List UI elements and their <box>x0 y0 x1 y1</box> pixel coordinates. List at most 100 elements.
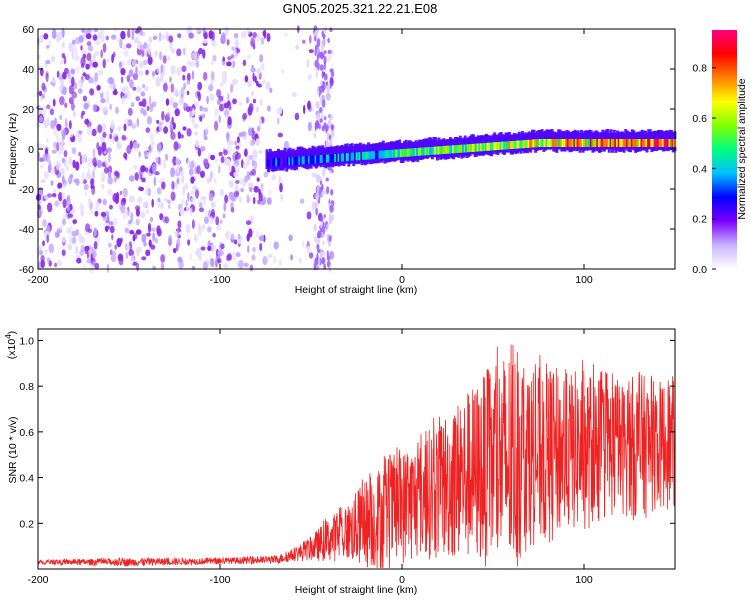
noise-cell <box>314 48 317 57</box>
noise-cell <box>86 28 92 34</box>
noise-cell <box>62 175 65 185</box>
noise-cell <box>226 131 230 142</box>
ridge-core <box>288 157 292 166</box>
ridge-core <box>591 139 595 147</box>
ridge-core <box>298 156 302 165</box>
noise-cell <box>330 130 335 138</box>
noise-cell <box>64 102 68 109</box>
noise-cell <box>251 127 255 133</box>
ridge-core <box>553 139 557 147</box>
ridge-core <box>629 139 633 147</box>
noise-cell <box>92 34 98 41</box>
noise-cell <box>97 69 104 76</box>
noise-cell <box>314 235 317 243</box>
noise-cell <box>93 241 98 250</box>
noise-cell <box>215 216 220 226</box>
noise-cell <box>327 37 330 44</box>
ridge-core <box>624 139 628 147</box>
noise-cell <box>211 208 216 218</box>
noise-cell <box>329 250 335 260</box>
noise-cell <box>114 177 117 183</box>
noise-cell <box>187 191 190 202</box>
noise-cell <box>59 96 65 106</box>
noise-cell <box>207 226 212 233</box>
noise-cell <box>54 231 60 239</box>
ridge-core <box>565 139 569 147</box>
noise-cell <box>105 58 110 63</box>
noise-cell <box>77 88 83 94</box>
ridge-core <box>532 139 536 148</box>
ridge-core <box>306 156 310 164</box>
noise-cell <box>228 163 232 173</box>
noise-cell <box>50 119 56 130</box>
ridge-core <box>655 139 659 147</box>
noise-cell <box>96 84 101 91</box>
noise-cell <box>234 163 238 171</box>
noise-cell <box>41 82 46 91</box>
ridge-core <box>586 139 590 147</box>
noise-cell <box>219 188 224 197</box>
ridge-core <box>525 139 529 148</box>
noise-cell <box>110 120 115 129</box>
noise-cell <box>94 210 99 217</box>
noise-cell <box>104 158 109 166</box>
noise-cell <box>290 254 293 261</box>
noise-cell <box>247 80 252 88</box>
ridge-core <box>668 139 672 147</box>
noise-cell <box>273 241 279 250</box>
noise-cell <box>148 95 152 106</box>
noise-cell <box>317 248 321 253</box>
noise-cell <box>268 189 272 196</box>
noise-cell <box>273 255 277 265</box>
snr-y-tick-label: 0.4 <box>19 473 34 485</box>
spectrogram-y-tick-label: 0 <box>28 144 34 156</box>
ridge-core <box>648 139 652 147</box>
noise-cell <box>48 160 52 170</box>
ridge-core <box>340 153 344 162</box>
noise-cell <box>68 76 72 84</box>
noise-cell <box>71 76 75 87</box>
snr-y-tick-label: 0.6 <box>19 427 34 439</box>
noise-cell <box>281 69 284 74</box>
noise-cell <box>61 191 66 200</box>
noise-cell <box>54 200 59 207</box>
spectrogram-x-axis-title: Height of straight line (km) <box>295 284 418 296</box>
noise-cell <box>94 72 99 83</box>
noise-cell <box>194 131 199 136</box>
noise-cell <box>193 123 199 129</box>
noise-cell <box>328 135 332 140</box>
noise-cell <box>132 73 139 81</box>
ridge-core <box>280 157 284 166</box>
spectrogram-x-tick-label: 100 <box>575 274 593 286</box>
noise-cell <box>224 26 229 35</box>
ridge-core <box>555 139 559 147</box>
noise-cell <box>243 262 249 268</box>
noise-cell <box>127 29 131 39</box>
ridge-core <box>434 146 438 155</box>
noise-cell <box>147 56 153 65</box>
noise-cell <box>181 65 187 73</box>
noise-cell <box>232 79 238 84</box>
spectrogram-y-tick-label: -40 <box>19 224 34 236</box>
noise-cell <box>129 230 135 235</box>
noise-cell <box>190 197 196 203</box>
ridge-core <box>619 139 623 147</box>
noise-cell <box>106 189 113 196</box>
noise-cell <box>69 174 74 179</box>
noise-cell <box>252 149 258 160</box>
colorbar-tick-label: 0.2 <box>692 214 707 226</box>
noise-cell <box>252 72 255 82</box>
noise-cell <box>151 163 157 174</box>
noise-cell <box>53 188 56 193</box>
noise-cell <box>216 89 222 98</box>
snr-multiplier-close: ) <box>6 331 18 335</box>
noise-cell <box>72 219 77 225</box>
ridge-core <box>476 143 480 152</box>
noise-cell <box>319 107 323 113</box>
noise-cell <box>325 125 328 134</box>
noise-cell <box>56 34 60 43</box>
noise-cell <box>230 83 234 94</box>
noise-cell <box>109 249 113 256</box>
noise-cell <box>197 228 202 237</box>
